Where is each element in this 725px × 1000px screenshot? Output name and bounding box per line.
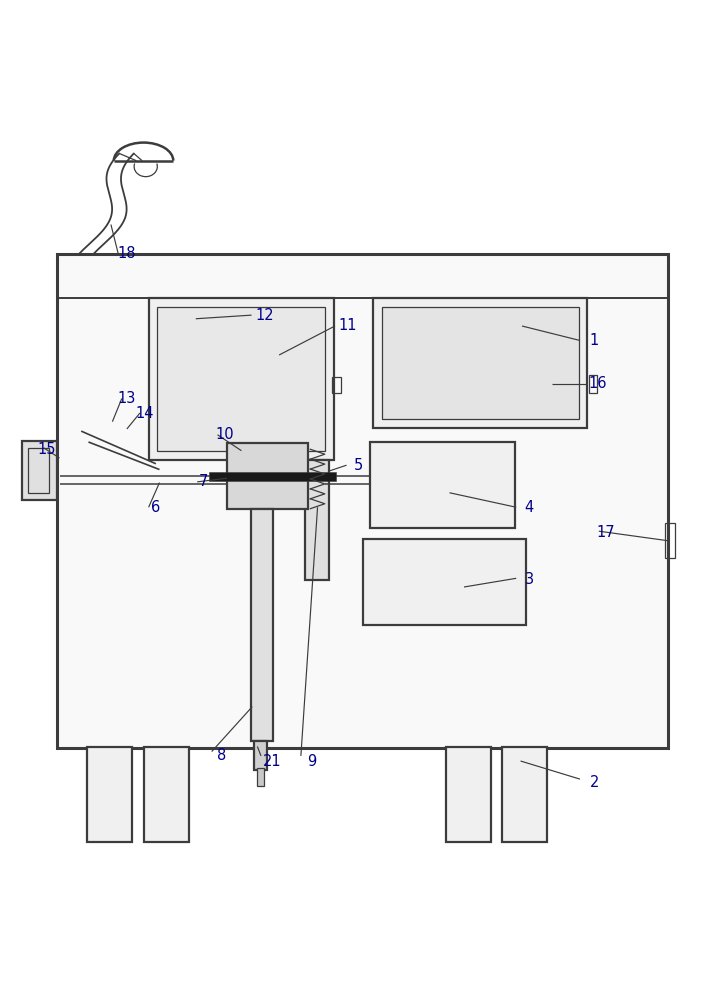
Bar bbox=[332, 377, 341, 393]
Bar bbox=[382, 307, 579, 419]
Bar bbox=[87, 746, 132, 842]
Text: 18: 18 bbox=[117, 246, 136, 261]
Text: 5: 5 bbox=[355, 458, 363, 473]
Text: 11: 11 bbox=[339, 318, 357, 334]
Text: 17: 17 bbox=[596, 525, 615, 540]
Bar bbox=[304, 460, 329, 580]
Text: 1: 1 bbox=[590, 333, 599, 348]
Bar bbox=[502, 746, 547, 842]
Text: 12: 12 bbox=[255, 308, 274, 323]
Bar bbox=[22, 441, 57, 500]
Text: 4: 4 bbox=[525, 500, 534, 515]
Bar bbox=[28, 448, 49, 493]
Text: 21: 21 bbox=[262, 754, 281, 768]
Bar bbox=[241, 460, 262, 486]
Text: 10: 10 bbox=[215, 427, 234, 442]
Text: 14: 14 bbox=[136, 406, 154, 420]
Bar bbox=[254, 741, 267, 770]
Text: 6: 6 bbox=[152, 500, 160, 515]
Bar bbox=[446, 746, 491, 842]
Bar bbox=[144, 746, 188, 842]
Bar bbox=[373, 298, 587, 428]
Text: 2: 2 bbox=[590, 775, 599, 790]
Bar bbox=[257, 768, 264, 786]
Bar bbox=[209, 472, 336, 481]
Bar bbox=[227, 443, 308, 509]
Bar bbox=[589, 375, 597, 393]
Bar bbox=[362, 539, 526, 625]
Bar bbox=[57, 253, 668, 748]
Text: 7: 7 bbox=[199, 474, 207, 489]
Bar bbox=[157, 307, 325, 451]
Bar bbox=[370, 442, 515, 528]
Text: 15: 15 bbox=[38, 442, 57, 457]
Bar bbox=[149, 298, 334, 460]
Text: 3: 3 bbox=[525, 572, 534, 587]
Text: 8: 8 bbox=[217, 748, 225, 763]
Bar bbox=[251, 509, 273, 741]
Text: 16: 16 bbox=[589, 376, 608, 391]
Bar bbox=[665, 523, 675, 558]
Text: 13: 13 bbox=[117, 391, 136, 406]
Text: 9: 9 bbox=[307, 754, 316, 768]
